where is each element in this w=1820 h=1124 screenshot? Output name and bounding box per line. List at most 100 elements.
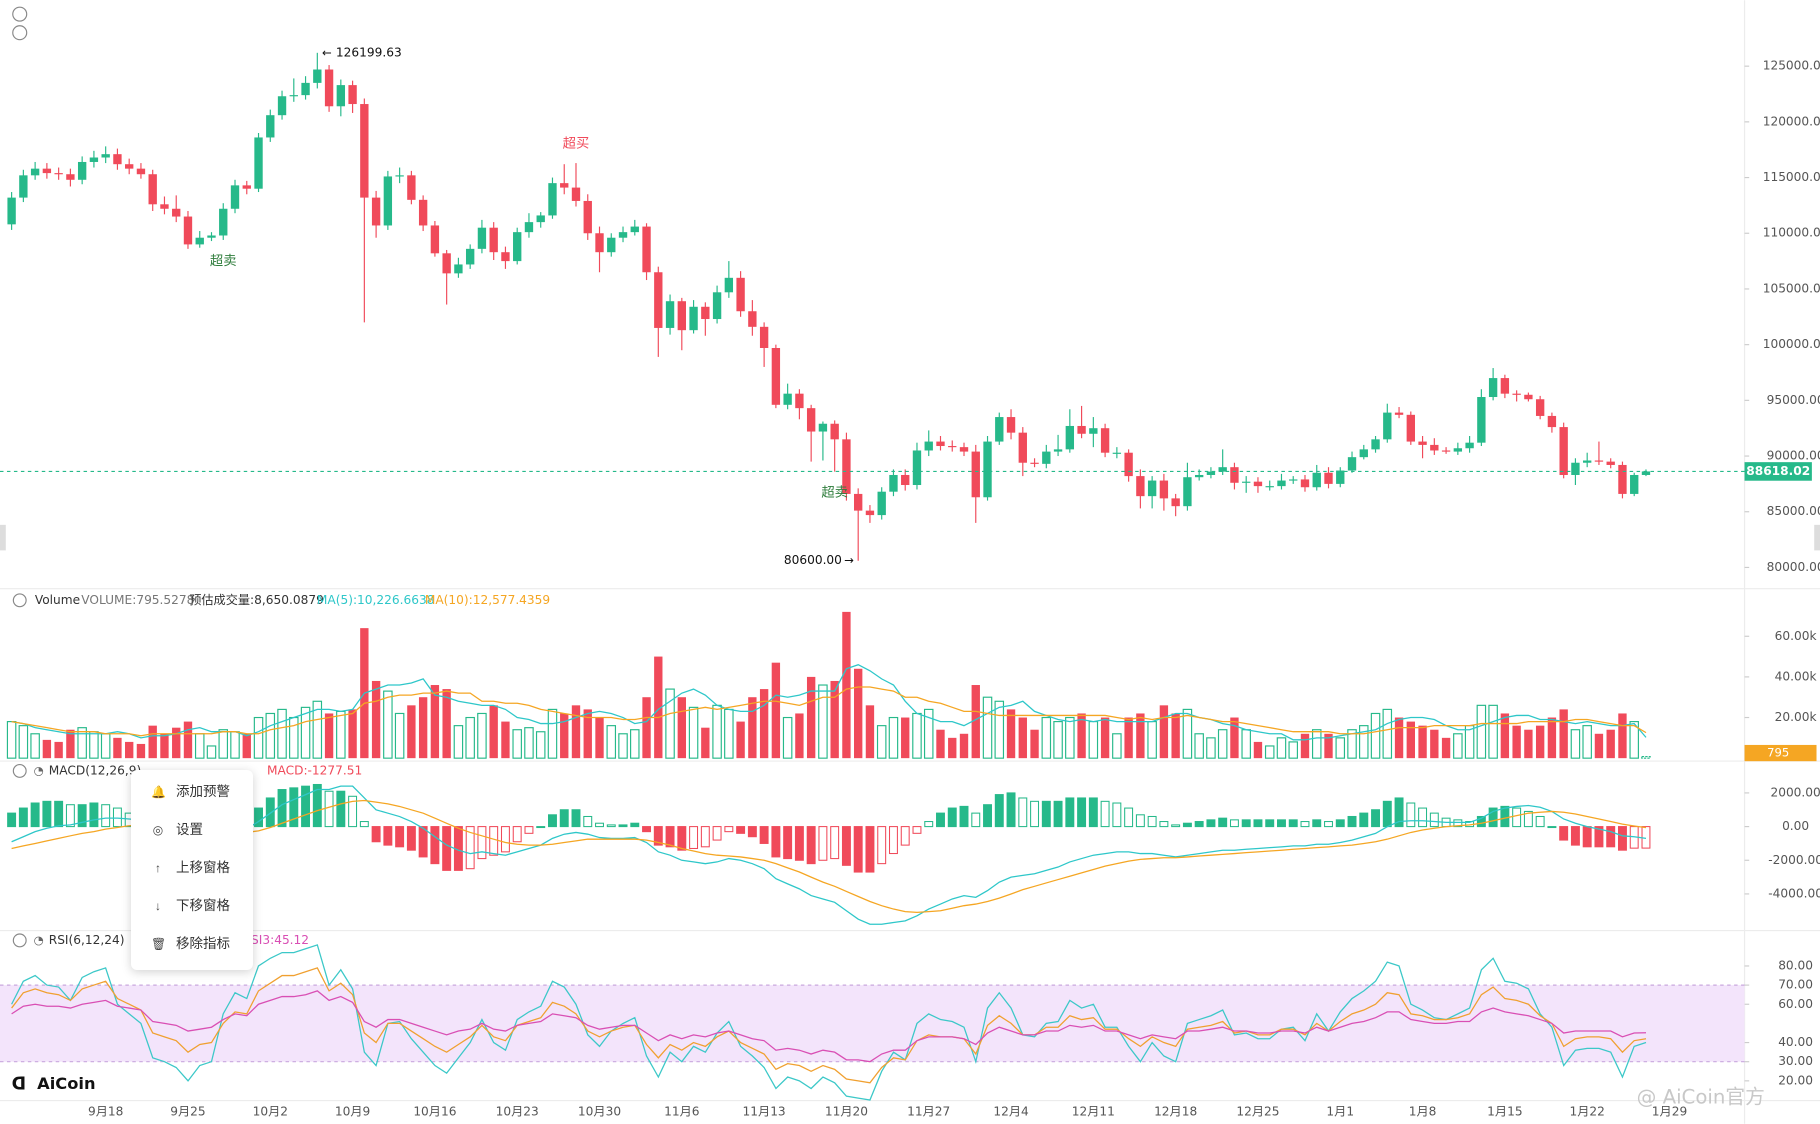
- menu-item[interactable]: 🗑 移除指标: [131, 929, 253, 959]
- volume-bar: [571, 705, 581, 759]
- volume-bar: [1394, 717, 1404, 759]
- x-tick-label: 11月13: [743, 1105, 786, 1119]
- volume-bar: [30, 733, 40, 759]
- volume-bar: [1418, 725, 1427, 759]
- macd-bar: [336, 790, 346, 828]
- macd-bar: [77, 804, 87, 828]
- volume-bar: [1206, 737, 1216, 759]
- macd-bar: [900, 826, 910, 846]
- macd-bar: [536, 826, 546, 829]
- candle-body: [748, 311, 757, 327]
- macd-bar: [1171, 824, 1181, 828]
- volume-bar: [418, 697, 428, 759]
- legend-text: VOLUME:795.5278: [81, 593, 194, 607]
- candle-body: [1218, 467, 1227, 472]
- macd-bar: [254, 807, 263, 828]
- last-price-tag: [1744, 462, 1812, 481]
- scroll-handle[interactable]: [0, 524, 6, 551]
- macd-bar: [489, 826, 499, 856]
- candle-body: [113, 154, 122, 165]
- macd-bar: [1077, 797, 1087, 828]
- macd-bar: [759, 826, 769, 844]
- macd-bar: [101, 804, 111, 828]
- min-arrow: →: [844, 553, 854, 567]
- candle-body: [313, 69, 322, 83]
- candle-body: [1347, 457, 1357, 471]
- legend-text: RSI3:45.12: [243, 933, 309, 947]
- volume-bar: [230, 731, 240, 759]
- toggle-icon[interactable]: [12, 6, 28, 22]
- y-tick-label: 40.00k: [1775, 669, 1818, 683]
- volume-bar: [1264, 745, 1275, 759]
- macd-bar: [418, 826, 428, 858]
- candle-body: [1289, 479, 1298, 481]
- collapse-icon[interactable]: [12, 593, 27, 608]
- volume-bar: [300, 706, 311, 759]
- toggle-icon[interactable]: [12, 25, 28, 41]
- x-tick-label: 9月25: [170, 1105, 205, 1119]
- min-label: 80600.00: [784, 553, 842, 567]
- macd-bar: [771, 826, 781, 858]
- volume-bar: [771, 662, 781, 759]
- candle-body: [618, 232, 628, 238]
- menu-item[interactable]: ↑ 上移窗格: [131, 853, 253, 883]
- candle-body: [1465, 442, 1474, 449]
- macd-bar: [1335, 819, 1345, 828]
- volume-bar: [642, 697, 651, 759]
- collapse-icon[interactable]: [12, 933, 27, 948]
- context-menu: 🔔 添加预警 ◎ 设置 ↑ 上移窗格 ↓ 下移窗格 🗑 移除指标: [131, 770, 253, 970]
- macd-bar: [1112, 802, 1122, 828]
- macd-bar: [1324, 821, 1333, 828]
- volume-bar: [1171, 713, 1180, 759]
- candle-body: [783, 393, 792, 405]
- volume-bar: [1629, 721, 1639, 759]
- macd-bar: [689, 826, 699, 850]
- candle-body: [42, 168, 52, 174]
- candle-body: [465, 248, 475, 265]
- volume-bar: [206, 745, 217, 759]
- candle-body: [1406, 414, 1415, 442]
- candle-body: [1077, 425, 1086, 434]
- macd-bar: [642, 826, 652, 833]
- candle-body: [277, 96, 287, 116]
- candle-body: [1547, 415, 1557, 428]
- menu-item[interactable]: ↓ 下移窗格: [131, 891, 253, 921]
- scroll-handle[interactable]: [1814, 524, 1820, 551]
- candle-body: [865, 510, 875, 516]
- volume-bar: [1100, 717, 1110, 759]
- volume-bar: [606, 725, 617, 759]
- x-tick-label: 11月27: [907, 1105, 950, 1119]
- volume-bar: [1370, 712, 1381, 759]
- candle-body: [160, 204, 169, 209]
- macd-bar: [1347, 815, 1357, 828]
- volume-bar: [948, 737, 957, 759]
- menu-item[interactable]: ◎ 设置: [131, 815, 253, 845]
- macd-bar: [1371, 809, 1381, 828]
- macd-bar: [395, 826, 405, 848]
- volume-bar: [888, 716, 899, 759]
- collapse-icon[interactable]: [12, 763, 27, 778]
- candle-body: [501, 252, 510, 262]
- x-tick-label: 1月22: [1569, 1105, 1604, 1119]
- volume-bar: [1406, 721, 1415, 759]
- candle-body: [806, 408, 816, 432]
- macd-bar: [677, 826, 687, 851]
- y-tick-label: 125000.00: [1763, 59, 1820, 73]
- candle-body: [172, 208, 181, 217]
- macd-bar: [912, 826, 922, 834]
- candle-body: [1630, 474, 1639, 494]
- menu-item[interactable]: 🔔 添加预警: [131, 777, 253, 807]
- x-tick-label: 10月9: [335, 1105, 370, 1119]
- y-tick-label: 0.00: [1782, 819, 1809, 833]
- y-tick-label: 60.00k: [1775, 629, 1818, 643]
- macd-bar: [1194, 821, 1204, 828]
- y-tick-label: 20.00: [1778, 1073, 1813, 1087]
- macd-bar: [1359, 812, 1369, 828]
- volume-bar: [1430, 729, 1439, 759]
- macd-bar: [1523, 810, 1533, 828]
- volume-bar: [1288, 741, 1298, 759]
- candle-body: [324, 69, 334, 107]
- macd-bar: [630, 822, 640, 828]
- candle-body: [136, 168, 146, 175]
